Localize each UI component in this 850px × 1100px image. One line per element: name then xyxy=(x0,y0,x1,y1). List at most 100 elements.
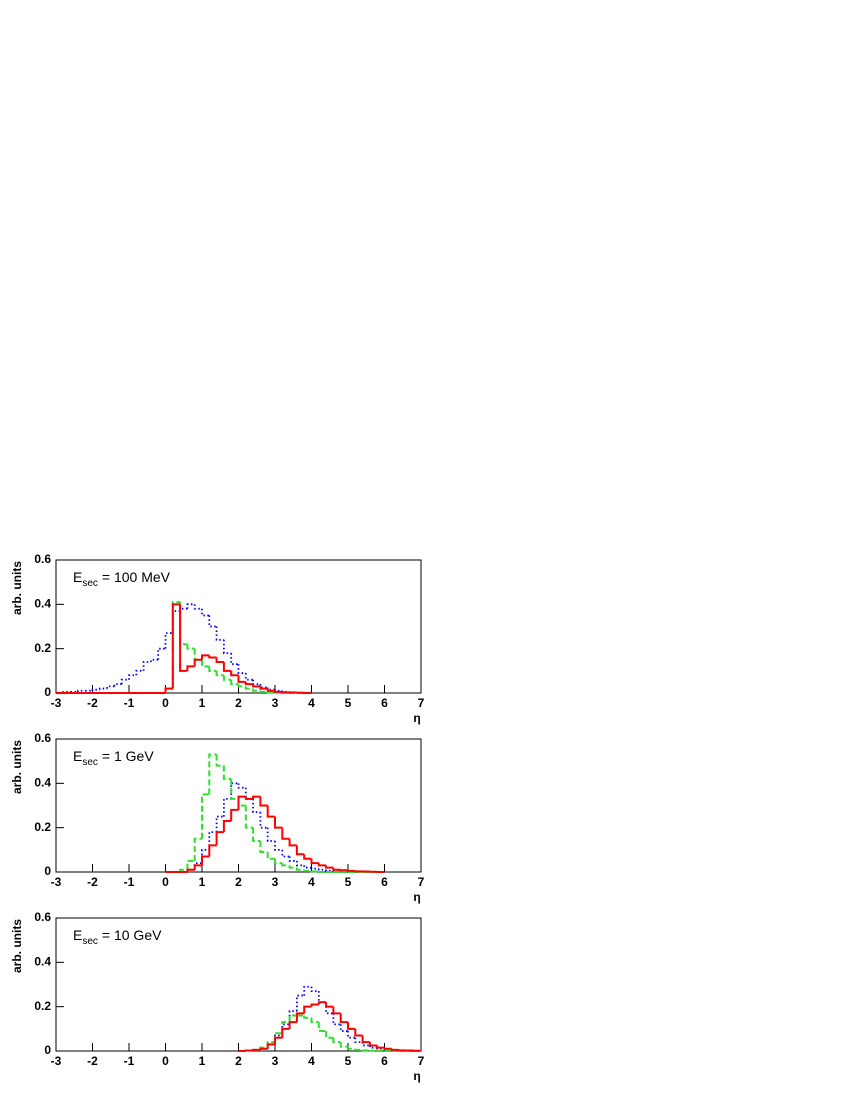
histogram-bin xyxy=(339,1024,348,1032)
histogram-bin xyxy=(317,871,327,873)
series xyxy=(165,753,385,873)
x-tick-label: 2 xyxy=(235,875,242,889)
x-tick-label: -2 xyxy=(87,696,98,710)
x-tick-label: 5 xyxy=(345,875,352,889)
histogram-bin xyxy=(222,675,232,681)
histogram-bin xyxy=(259,796,268,807)
y-tick-label: 0 xyxy=(44,685,51,699)
histogram-bin xyxy=(223,639,232,654)
x-tick-label: -3 xyxy=(51,875,62,889)
histogram-bin xyxy=(179,604,188,672)
histogram-bin xyxy=(274,816,283,829)
y-tick-label: 0.2 xyxy=(34,641,51,655)
histogram-bin xyxy=(266,688,275,692)
annotation-rest: = 10 GeV xyxy=(102,927,162,943)
histogram-bin xyxy=(332,1037,341,1044)
histogram-bin xyxy=(230,782,239,799)
histogram-bin xyxy=(244,686,254,690)
histogram-bin xyxy=(244,787,254,800)
x-axis-label: η xyxy=(413,711,420,725)
histogram-bin xyxy=(303,1015,312,1019)
y-axis-label: arb. units xyxy=(10,740,24,794)
histogram-bin xyxy=(295,1012,305,1023)
x-axis-label: η xyxy=(413,1069,420,1083)
x-tick-label: 0 xyxy=(162,1054,169,1068)
x-tick-label: 4 xyxy=(308,875,315,889)
histogram-bin xyxy=(310,1017,319,1024)
histogram-bin xyxy=(347,869,356,872)
histogram-bin xyxy=(252,688,261,692)
x-tick-label: 0 xyxy=(162,875,169,889)
histogram-bin xyxy=(317,991,327,1004)
series xyxy=(56,603,312,694)
histogram-bin xyxy=(208,831,217,850)
histogram-bin xyxy=(244,673,254,681)
x-tick-label: 3 xyxy=(272,875,279,889)
panel: -3 -2 -1 0 1 2 3 4 5 6 7 0 0.2 0.4 0.6 arb. units η Esec =… xyxy=(10,552,424,725)
series xyxy=(56,603,312,694)
histogram-bin xyxy=(91,688,100,691)
histogram-bin xyxy=(244,681,254,686)
histogram-bin xyxy=(193,862,202,870)
histogram-bin xyxy=(230,679,239,686)
histogram-bin xyxy=(281,827,290,840)
histogram-bin xyxy=(259,690,268,693)
histogram-bin xyxy=(274,840,283,851)
histogram-bin xyxy=(325,1002,334,1008)
histogram-bin xyxy=(317,868,327,871)
series xyxy=(165,795,385,873)
annotation: Esec = 1 GeV xyxy=(73,748,154,768)
histogram-bin xyxy=(186,859,195,870)
y-tick-label: 0.4 xyxy=(34,955,51,969)
histogram-bin xyxy=(288,838,297,847)
histogram-bin xyxy=(230,670,239,677)
histogram-bin xyxy=(201,608,210,617)
histogram-bin xyxy=(332,1013,341,1026)
histogram-bin xyxy=(106,685,115,689)
annotation-main: E xyxy=(73,569,82,585)
panel: -3 -2 -1 0 1 2 3 4 5 6 7 0 0.2 0.4 0.6 arb. units η Esec =… xyxy=(10,910,424,1083)
histogram-bin xyxy=(252,679,261,686)
histogram-bin xyxy=(361,1042,370,1047)
histogram-bin xyxy=(303,865,312,869)
histogram-bin xyxy=(296,860,305,867)
annotation-rest: = 100 MeV xyxy=(102,569,171,585)
histogram-bin xyxy=(317,1022,327,1033)
histogram-bin xyxy=(193,604,202,610)
histogram-bin xyxy=(208,615,217,628)
histogram-bin xyxy=(310,867,319,870)
histogram-bin xyxy=(208,844,217,857)
histogram-bin xyxy=(237,798,246,807)
histogram-bin xyxy=(171,610,181,634)
histogram-bin xyxy=(266,1043,275,1049)
histogram-bin xyxy=(332,867,341,871)
histogram-bin xyxy=(237,795,246,810)
y-tick-label: 0 xyxy=(44,1043,51,1057)
histogram-bin xyxy=(171,601,181,689)
histogram-bin xyxy=(237,783,246,789)
histogram-bin xyxy=(295,867,305,871)
annotation-sub: sec xyxy=(82,757,98,768)
histogram-bin xyxy=(222,820,232,833)
x-tick-label: -1 xyxy=(124,696,135,710)
histogram-bin xyxy=(193,658,202,667)
histogram-bin xyxy=(354,1028,363,1037)
x-tick-label: 6 xyxy=(381,1054,388,1068)
histogram-bin xyxy=(215,754,224,767)
histogram-bin xyxy=(274,1036,283,1045)
histogram-bin xyxy=(303,985,312,996)
histogram-bin xyxy=(325,1002,334,1015)
histogram-bin xyxy=(310,986,319,993)
y-tick-label: 0.4 xyxy=(34,776,51,790)
histogram-bin xyxy=(303,854,312,860)
x-tick-label: -2 xyxy=(87,875,98,889)
histogram-bin xyxy=(237,675,246,683)
histogram-bin xyxy=(186,665,195,671)
x-tick-label: -2 xyxy=(87,1054,98,1068)
histogram-bin xyxy=(259,1047,268,1050)
histogram-bin xyxy=(274,689,283,692)
histogram-bin xyxy=(259,812,268,829)
histogram-bin xyxy=(244,796,254,800)
histogram-bin xyxy=(186,868,195,872)
histogram-bin xyxy=(142,661,151,671)
